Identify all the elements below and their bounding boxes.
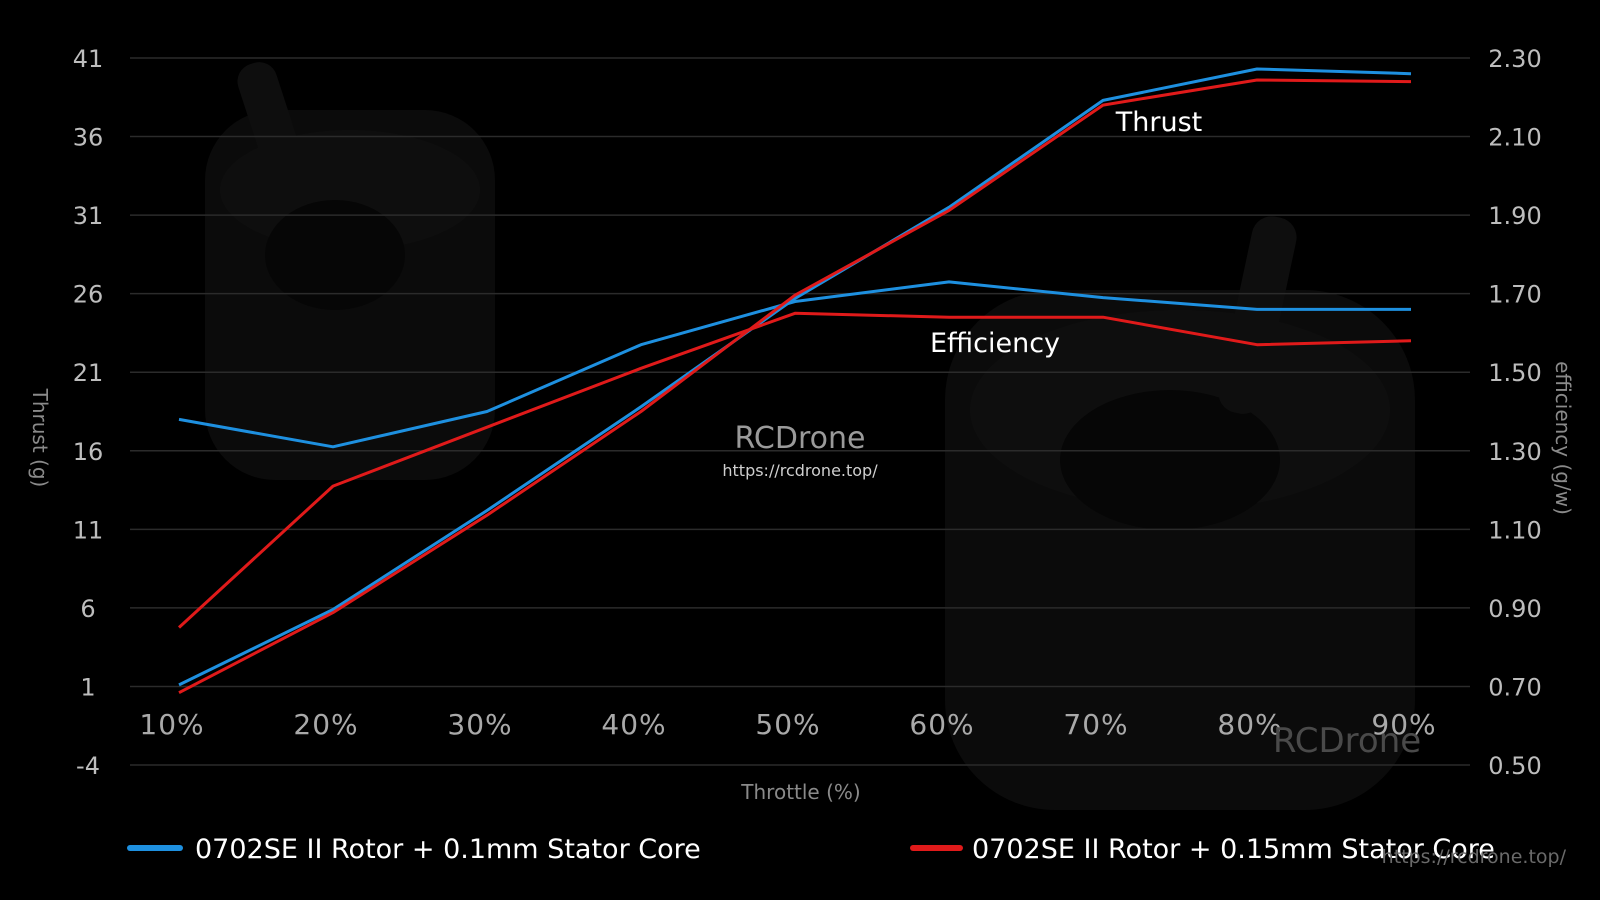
left-tick-label: 16 bbox=[73, 438, 104, 466]
annotation-thrust: Thrust bbox=[1115, 107, 1202, 138]
right-tick-label: 0.70 bbox=[1488, 673, 1541, 701]
motor-background-image-right bbox=[945, 216, 1415, 810]
right-tick-label: 0.90 bbox=[1488, 595, 1541, 623]
right-tick-label: 1.70 bbox=[1488, 281, 1541, 309]
grid-lines bbox=[130, 57, 1470, 766]
motor-background-image-left bbox=[205, 62, 495, 480]
left-tick-label: 31 bbox=[73, 202, 104, 230]
left-y-axis-title: Thrust (g) bbox=[28, 388, 52, 488]
x-tick-label: 50% bbox=[755, 708, 820, 741]
x-tick-label: 80% bbox=[1217, 708, 1282, 741]
right-tick-label: 1.90 bbox=[1488, 202, 1541, 230]
x-axis-title: Throttle (%) bbox=[740, 780, 860, 804]
thrust-line-series-1 bbox=[178, 78, 1412, 695]
left-tick-label: 36 bbox=[73, 124, 104, 152]
watermark-url-corner: https://rcdrone.top/ bbox=[1382, 846, 1567, 868]
thrust-line-series-0 bbox=[178, 67, 1412, 687]
left-tick-label: 41 bbox=[73, 45, 104, 73]
left-tick-label: 21 bbox=[73, 359, 104, 387]
x-tick-label: 20% bbox=[293, 708, 358, 741]
efficiency-line-series-1 bbox=[177, 311, 1412, 629]
x-tick-label: 30% bbox=[447, 708, 512, 741]
right-y-axis-ticks: 2.30 2.10 1.90 1.70 1.50 1.30 1.10 0.90 0.70 0.50 bbox=[1488, 45, 1541, 780]
x-tick-label: 60% bbox=[909, 708, 974, 741]
legend: 0702SE II Rotor + 0.1mm Stator Core 0702… bbox=[127, 834, 1495, 865]
watermark-brand-corner: RCDrone bbox=[1273, 721, 1421, 761]
left-tick-label: 1 bbox=[80, 673, 95, 701]
x-tick-label: 90% bbox=[1371, 708, 1436, 741]
right-tick-label: 2.30 bbox=[1488, 45, 1541, 73]
left-y-axis-ticks: 41 36 31 26 21 16 11 6 1 -4 bbox=[73, 45, 104, 780]
right-tick-label: 0.50 bbox=[1488, 752, 1541, 780]
left-tick-label: -4 bbox=[76, 752, 100, 780]
right-tick-label: 1.10 bbox=[1488, 516, 1541, 544]
right-tick-label: 1.30 bbox=[1488, 438, 1541, 466]
legend-label-series-1: 0702SE II Rotor + 0.15mm Stator Core bbox=[972, 834, 1495, 865]
watermark-url-center: https://rcdrone.top/ bbox=[722, 461, 878, 480]
efficiency-line-series-0 bbox=[178, 280, 1411, 449]
left-tick-label: 6 bbox=[80, 595, 95, 623]
legend-label-series-0: 0702SE II Rotor + 0.1mm Stator Core bbox=[195, 834, 701, 865]
right-y-axis-title: efficiency (g/w) bbox=[1551, 361, 1575, 515]
x-axis-ticks: 10% 20% 30% 40% 50% 60% 70% 80% 90% bbox=[139, 708, 1436, 741]
left-tick-label: 11 bbox=[73, 516, 104, 544]
series-lines bbox=[177, 67, 1412, 695]
x-tick-label: 40% bbox=[601, 708, 666, 741]
right-tick-label: 1.50 bbox=[1488, 359, 1541, 387]
annotation-efficiency: Efficiency bbox=[930, 328, 1060, 359]
x-tick-label: 70% bbox=[1063, 708, 1128, 741]
left-tick-label: 26 bbox=[73, 281, 104, 309]
x-tick-label: 10% bbox=[139, 708, 204, 741]
watermark-brand-center: RCDrone bbox=[735, 421, 866, 456]
right-tick-label: 2.10 bbox=[1488, 124, 1541, 152]
